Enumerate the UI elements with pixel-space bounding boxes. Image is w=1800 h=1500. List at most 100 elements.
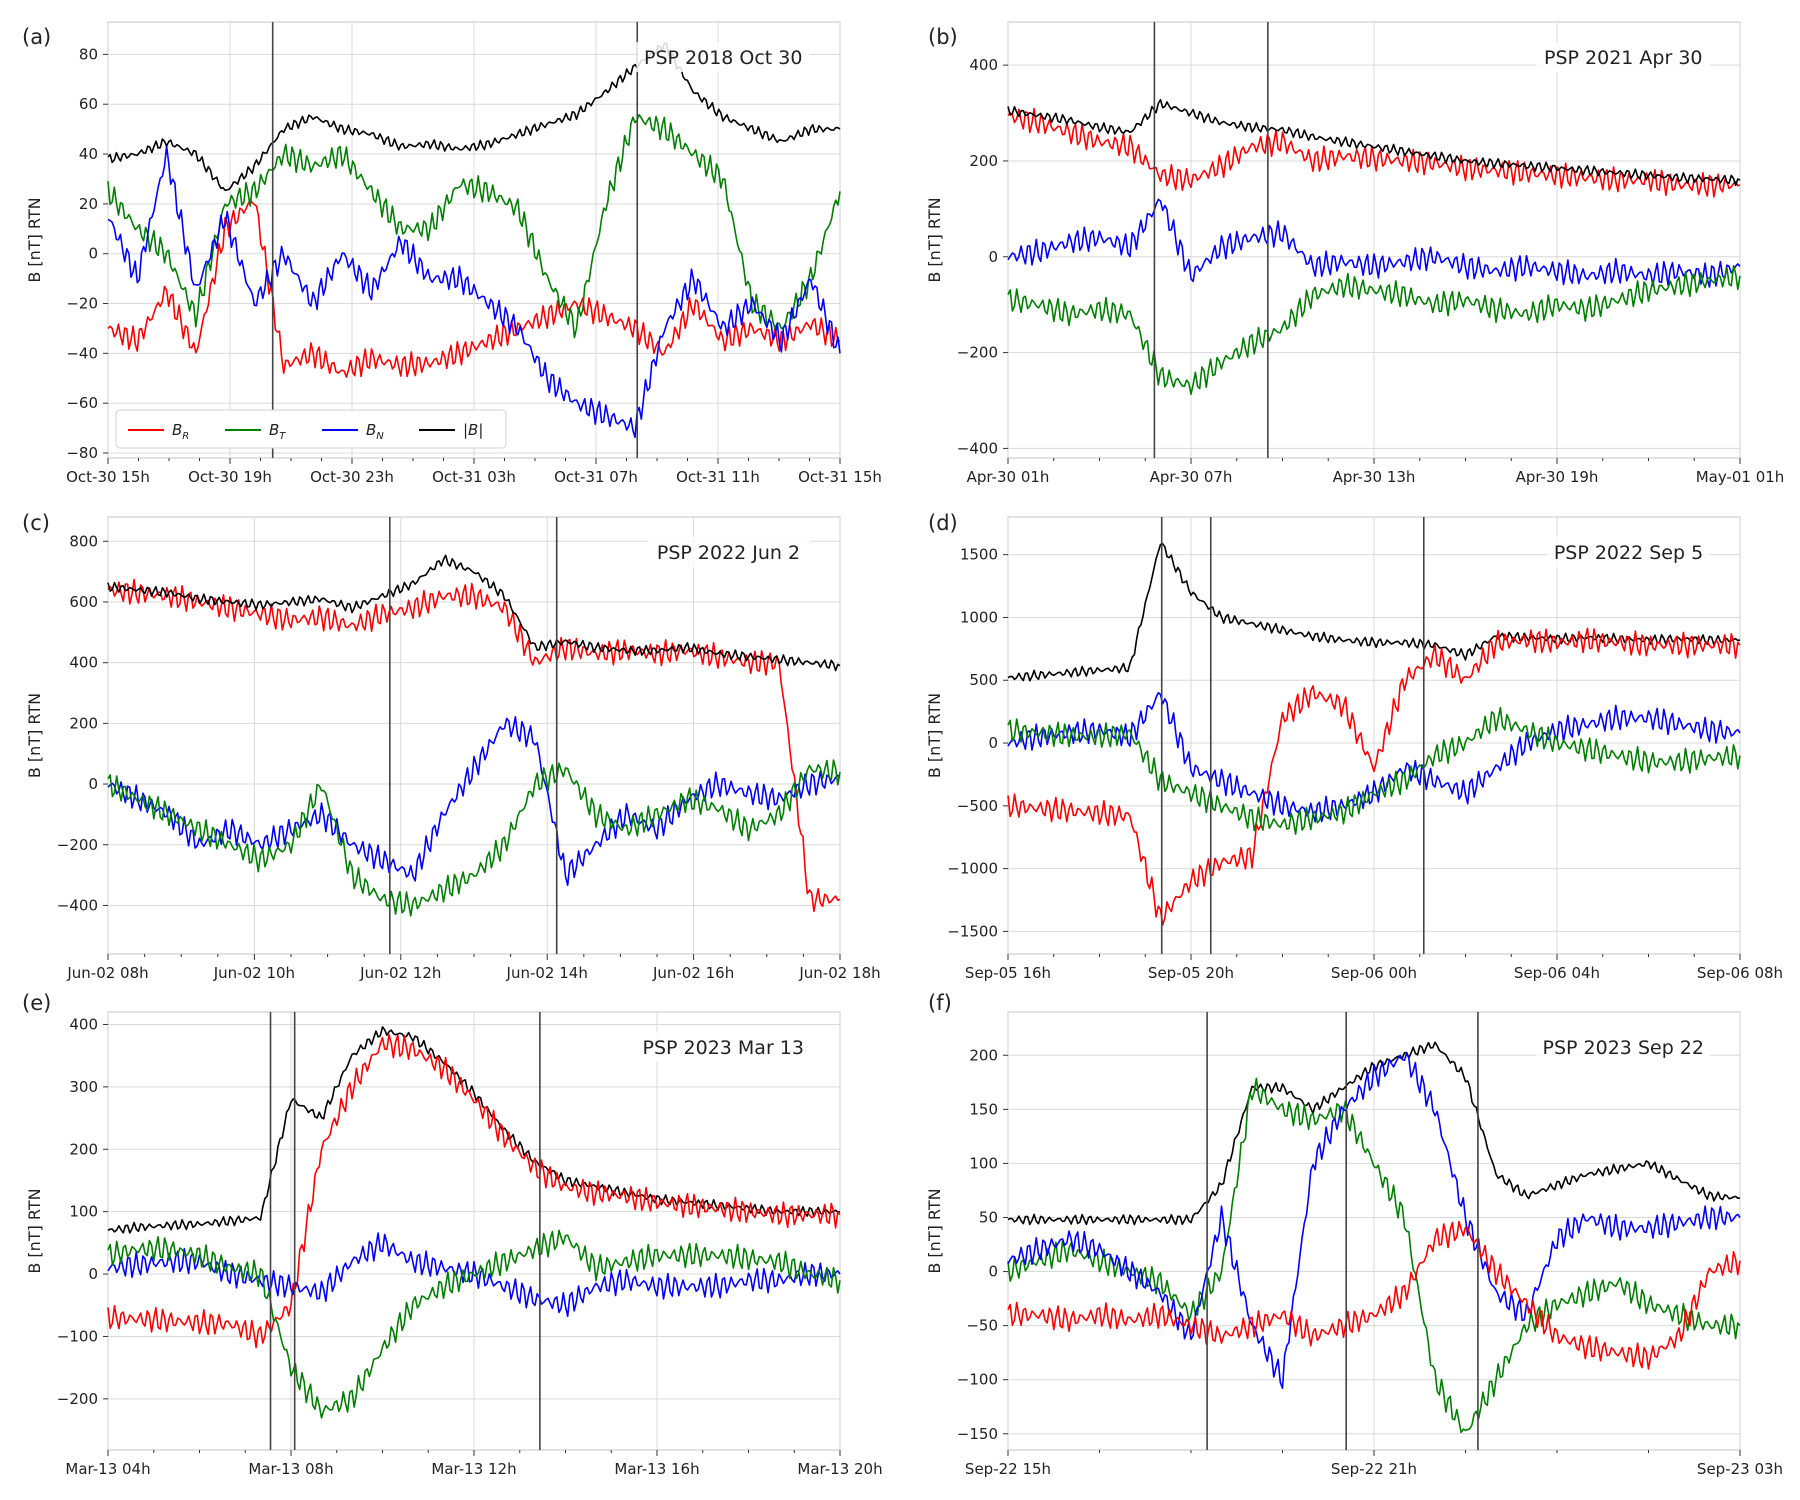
chart-panel-a: Oct-30 15h Oct-30 19h Oct-30 23h Oct-31 03h… xyxy=(22,21,882,486)
panel-title: PSP 2023 Mar 13 xyxy=(643,1037,804,1059)
y-tick-label: −40 xyxy=(66,344,98,362)
chart-panel-b: Apr-30 01h Apr-30 07h Apr-30 13h Apr-30 19h… xyxy=(925,21,1785,486)
panel-title: PSP 2022 Jun 2 xyxy=(657,542,800,564)
series-line-magB xyxy=(107,42,841,192)
x-tick-label: Apr-30 13h xyxy=(1333,468,1416,486)
title-background xyxy=(1536,42,1710,72)
legend: BR BT BN |B| xyxy=(115,409,507,449)
x-tick-label: Oct-30 23h xyxy=(310,468,394,486)
x-tick-label: Sep-22 21h xyxy=(1331,1460,1417,1478)
series-line-B-T xyxy=(1007,1077,1741,1434)
title-background xyxy=(636,42,810,72)
y-tick-label: 0 xyxy=(988,734,998,752)
legend-label: BR xyxy=(172,421,189,442)
x-tick-label: Apr-30 07h xyxy=(1150,468,1233,486)
y-tick-label: 40 xyxy=(79,145,98,163)
y-tick-label: 60 xyxy=(79,95,98,113)
x-tick-label: Sep-23 03h xyxy=(1697,1460,1783,1478)
y-tick-label: 150 xyxy=(969,1100,998,1118)
y-tick-label: 0 xyxy=(88,245,98,263)
y-tick-label: −200 xyxy=(957,344,998,362)
x-tick-label: Sep-06 08h xyxy=(1697,964,1783,982)
y-tick-label: 1000 xyxy=(960,608,998,626)
chart-panel-d: Sep-05 16h Sep-05 20h Sep-06 00h Sep-06 04h… xyxy=(925,511,1783,982)
y-tick-label: 200 xyxy=(969,152,998,170)
panel-label: (b) xyxy=(928,25,958,49)
y-tick-label: −400 xyxy=(957,439,998,457)
series-line-B-R xyxy=(1007,1220,1741,1370)
y-tick-label: −100 xyxy=(957,1371,998,1389)
x-tick-label: Mar-13 04h xyxy=(65,1460,150,1478)
y-axis-label: B [nT] RTN xyxy=(25,1188,44,1273)
title-background xyxy=(636,1032,810,1062)
y-axis-label: B [nT] RTN xyxy=(925,197,944,282)
series-line-magB xyxy=(107,554,841,672)
panel-title: PSP 2018 Oct 30 xyxy=(644,47,802,69)
y-tick-label: −60 xyxy=(66,394,98,412)
y-axis-label: B [nT] RTN xyxy=(25,197,44,282)
title-background xyxy=(1547,537,1710,567)
y-tick-label: 200 xyxy=(969,1046,998,1064)
x-tick-label: Apr-30 19h xyxy=(1516,468,1599,486)
y-tick-label: 80 xyxy=(79,45,98,63)
y-tick-label: 50 xyxy=(979,1208,998,1226)
y-tick-label: −150 xyxy=(957,1425,998,1443)
y-tick-label: 300 xyxy=(69,1078,98,1096)
x-tick-label: Sep-06 04h xyxy=(1514,964,1600,982)
y-tick-label: 100 xyxy=(969,1154,998,1172)
y-tick-label: 400 xyxy=(69,654,98,672)
x-tick-label: Jun-02 10h xyxy=(213,964,295,982)
y-tick-label: 800 xyxy=(69,532,98,550)
series-line-B-N xyxy=(107,145,841,439)
x-tick-label: Mar-13 20h xyxy=(797,1460,882,1478)
plot-area xyxy=(107,516,841,955)
legend-label: |B| xyxy=(463,421,483,439)
chart-panel-f: Sep-22 15h Sep-22 21h Sep-23 03h −150 −100 −5… xyxy=(925,991,1783,1478)
panel-label: (f) xyxy=(928,991,952,1015)
series-line-B-T xyxy=(107,113,841,339)
y-tick-label: 20 xyxy=(79,195,98,213)
panel-label: (e) xyxy=(22,991,51,1015)
x-tick-label: Sep-05 20h xyxy=(1148,964,1234,982)
title-background xyxy=(647,537,810,567)
y-tick-label: 0 xyxy=(88,1265,98,1283)
x-tick-label: May-01 01h xyxy=(1696,468,1785,486)
y-tick-label: −100 xyxy=(57,1327,98,1345)
series-line-B-N xyxy=(1007,198,1741,288)
x-tick-label: Mar-13 12h xyxy=(431,1460,516,1478)
y-tick-label: −50 xyxy=(966,1317,998,1335)
series-line-B-T xyxy=(1007,706,1741,835)
y-axis-label: B [nT] RTN xyxy=(25,693,44,778)
series-line-B-R xyxy=(1007,627,1741,926)
panel-title: PSP 2023 Sep 22 xyxy=(1543,1037,1704,1059)
x-tick-label: Sep-22 15h xyxy=(965,1460,1051,1478)
panel-label: (a) xyxy=(22,25,51,49)
series-line-magB xyxy=(107,1026,841,1234)
series-line-B-T xyxy=(107,1229,841,1419)
x-tick-label: Jun-02 16h xyxy=(652,964,734,982)
series-line-B-N xyxy=(107,715,841,887)
y-tick-label: −1000 xyxy=(947,860,998,878)
series-line-B-N xyxy=(1007,691,1741,823)
y-tick-label: −80 xyxy=(66,444,98,462)
y-tick-label: 400 xyxy=(69,1015,98,1033)
series-line-B-R xyxy=(107,1034,841,1349)
x-tick-label: Jun-02 18h xyxy=(798,964,880,982)
y-tick-label: −20 xyxy=(66,295,98,313)
y-tick-label: 600 xyxy=(69,593,98,611)
x-tick-label: Oct-31 15h xyxy=(798,468,882,486)
x-tick-label: Sep-05 16h xyxy=(965,964,1051,982)
x-tick-label: Oct-31 03h xyxy=(432,468,516,486)
title-background xyxy=(1536,1032,1710,1062)
panel-title: PSP 2022 Sep 5 xyxy=(1554,542,1703,564)
series-line-B-T xyxy=(107,759,841,917)
y-tick-label: 0 xyxy=(988,1263,998,1281)
y-tick-label: 0 xyxy=(88,775,98,793)
legend-label: BN xyxy=(366,421,384,442)
x-tick-label: Mar-13 08h xyxy=(248,1460,333,1478)
y-tick-label: 500 xyxy=(969,671,998,689)
y-tick-label: −1500 xyxy=(947,922,998,940)
x-tick-label: Oct-31 07h xyxy=(554,468,638,486)
series-line-B-N xyxy=(107,1232,841,1317)
series-line-magB xyxy=(1007,98,1741,186)
